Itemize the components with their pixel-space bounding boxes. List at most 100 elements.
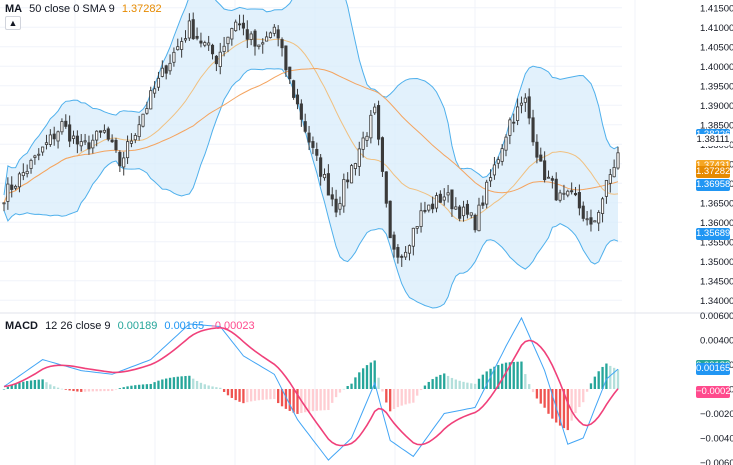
macd-histogram-bar	[265, 389, 268, 400]
candle-body	[210, 44, 215, 55]
candle-body	[519, 102, 524, 106]
macd-histogram-bar	[76, 389, 79, 392]
macd-histogram-bar	[307, 389, 311, 412]
candle-body	[566, 190, 570, 196]
candle-body	[535, 141, 539, 158]
bollinger-upper-line	[3, 0, 619, 196]
macd-histogram-bar	[192, 378, 195, 389]
candle-body	[454, 206, 458, 210]
candle-body	[396, 247, 400, 258]
price-tick-label: 1.39500	[700, 81, 733, 92]
candle-body	[133, 135, 137, 141]
macd-histogram-bar	[520, 361, 523, 389]
price-tick-label: 1.40000	[700, 62, 733, 73]
macd-histogram-bar	[462, 381, 465, 389]
candle-body	[334, 198, 338, 213]
macd-tick-label: −0.00400	[700, 434, 733, 445]
macd-histogram-bar	[68, 389, 71, 391]
candle-body	[438, 193, 442, 203]
macd-histogram-bar	[246, 389, 249, 403]
candle-body	[458, 206, 462, 219]
macd-histogram-bar	[176, 376, 179, 389]
candle-body	[392, 234, 396, 250]
macd-histogram-bar	[238, 389, 241, 402]
candle-body	[492, 164, 496, 176]
macd-histogram-bar	[296, 389, 299, 414]
candle-body	[17, 173, 22, 188]
macd-histogram-bar	[304, 389, 307, 413]
macd-histogram-bar	[195, 380, 199, 389]
candle-body	[477, 204, 481, 232]
candle-body	[114, 139, 118, 151]
candle-body	[338, 203, 342, 210]
candle-body	[272, 26, 276, 34]
candle-body	[442, 196, 446, 201]
macd-histogram-bar	[2, 389, 6, 390]
macd-histogram-bar	[188, 375, 191, 389]
candle-body	[95, 130, 99, 141]
macd-histogram-bar	[597, 371, 600, 389]
candle-body	[195, 35, 199, 39]
macd-histogram-bar	[373, 360, 376, 389]
candle-body	[33, 155, 37, 158]
candle-body	[508, 119, 512, 136]
macd-histogram-bar	[524, 374, 527, 389]
bollinger-lower-line	[3, 68, 619, 309]
price-tick-label: 1.35500	[700, 237, 733, 248]
macd-histogram-bar	[53, 386, 56, 389]
macd-histogram-bar	[531, 389, 535, 393]
macd-histogram-bar	[33, 380, 37, 389]
candle-body	[527, 96, 531, 119]
candle-body	[164, 65, 168, 74]
candle-body	[141, 113, 145, 127]
candle-body	[361, 137, 365, 150]
price-tick-label: 1.35000	[700, 257, 733, 268]
candle-body	[353, 163, 357, 169]
candle-body	[512, 121, 516, 124]
candle-body	[504, 136, 508, 151]
candle-body	[577, 192, 581, 209]
chevron-up-icon[interactable]: ▲	[5, 16, 21, 30]
macd-tick-label: 0.00600	[700, 311, 733, 322]
candle-body	[299, 103, 303, 120]
macd-histogram-bar	[612, 367, 616, 389]
macd-legend-params: 12 26 close 9	[45, 320, 111, 332]
macd-histogram-bar	[184, 376, 187, 389]
macd-histogram-bar	[280, 389, 284, 407]
candle-body	[25, 170, 29, 175]
macd-histogram-bar	[473, 383, 477, 389]
candle-body	[292, 80, 296, 98]
price-tag: 1.35689	[696, 228, 731, 241]
candle-body	[288, 66, 292, 80]
macd-histogram-bar	[261, 389, 264, 400]
candle-body	[91, 139, 95, 149]
macd-histogram-bar	[528, 384, 531, 389]
macd-histogram-bar	[365, 365, 369, 389]
macd-histogram-bar	[547, 389, 550, 414]
macd-histogram-bar	[80, 389, 83, 392]
macd-histogram-bar	[118, 388, 122, 389]
macd-histogram-bar	[416, 389, 419, 396]
macd-histogram-bar	[172, 377, 176, 389]
candle-body	[380, 137, 384, 172]
candle-body	[597, 211, 601, 224]
candle-body	[71, 135, 76, 139]
macd-histogram-bar	[566, 389, 569, 431]
macd-histogram-bar	[91, 389, 94, 392]
macd-histogram-bar	[535, 389, 539, 399]
macd-histogram-bar	[589, 383, 593, 389]
macd-histogram-bar	[377, 377, 380, 389]
macd-histogram-bar	[207, 385, 210, 389]
candle-body	[330, 194, 334, 200]
macd-histogram-bar	[29, 380, 33, 389]
candle-body	[543, 160, 547, 181]
price-tick-label: 1.41500	[700, 3, 733, 14]
macd-histogram-bar	[500, 363, 504, 389]
macd-histogram-bar	[277, 389, 280, 404]
candle-body	[423, 209, 427, 212]
macd-histogram-bar	[485, 371, 488, 389]
candle-body	[311, 141, 315, 148]
price-tag: 1.36958	[696, 178, 731, 191]
macd-histogram-bar	[134, 385, 137, 389]
candle-body	[183, 38, 188, 41]
